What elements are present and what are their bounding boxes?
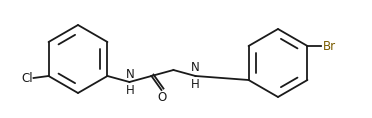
Text: H: H bbox=[191, 78, 200, 91]
Text: O: O bbox=[158, 91, 167, 104]
Text: N: N bbox=[191, 61, 200, 74]
Text: N: N bbox=[126, 67, 135, 80]
Text: Cl: Cl bbox=[21, 72, 33, 84]
Text: H: H bbox=[126, 84, 135, 97]
Text: Br: Br bbox=[323, 40, 336, 53]
